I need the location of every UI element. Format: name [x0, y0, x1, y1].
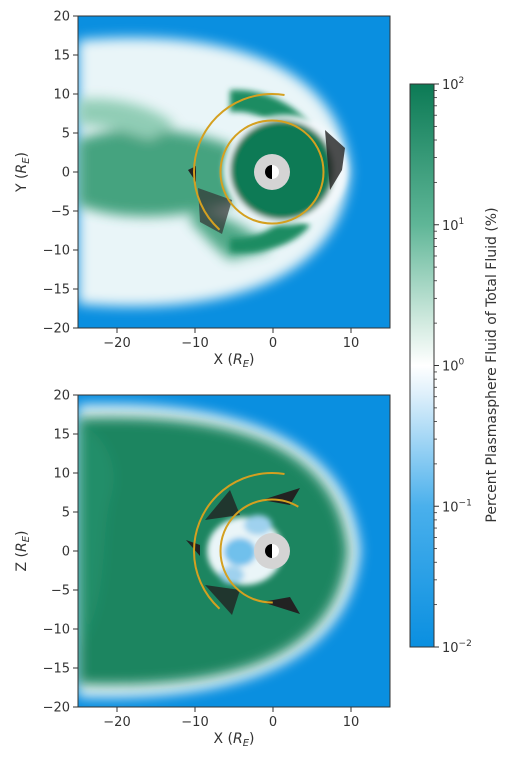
- bottom-x-axis: −20 −10 0 10: [103, 707, 359, 730]
- bottom-y-tick-label: −5: [51, 584, 70, 599]
- colorbar-tick-label: 10−1: [442, 498, 472, 515]
- bottom-y-tick-label: −20: [43, 701, 70, 716]
- colorbar-label: Percent Plasmasphere Fluid of Total Flui…: [484, 207, 500, 522]
- bottom-panel: −20 −10 0 10 −20 −15 −10 −5 0 5 10 15 20 X (RE) Z (…: [14, 389, 391, 749]
- top-orbit-circles: [193, 93, 351, 251]
- top-y-label: Y (RE): [14, 152, 32, 193]
- bottom-x-label: X (RE): [213, 731, 254, 749]
- bottom-heatmap: [78, 395, 390, 707]
- top-heatmap: [78, 16, 390, 328]
- colorbar-tick-label: 10−2: [442, 639, 472, 656]
- bottom-orbit-circles: [193, 472, 351, 630]
- colorbar: 102 101 100 10−1 10−2 Percent Plasmasphere F…: [409, 76, 500, 656]
- bottom-outer-circle: [193, 472, 351, 630]
- colorbar-tick-label: 100: [442, 358, 465, 375]
- bottom-y-axis: −20 −15 −10 −5 0 5 10 15 20: [43, 389, 78, 716]
- top-panel: −20 −10 0 10 −20 −15 −10 −5 0 5 10 15 20 X (RE) Y (…: [14, 10, 391, 370]
- bottom-x-tick-label: −10: [181, 715, 208, 730]
- colorbar-tick-label: 101: [442, 217, 464, 234]
- top-x-tick-label: −10: [181, 336, 208, 351]
- top-y-tick-label: 5: [62, 127, 70, 142]
- bottom-y-tick-label: 15: [53, 428, 70, 443]
- top-y-tick-label: −15: [43, 283, 70, 298]
- top-y-tick-label: −5: [51, 205, 70, 220]
- top-y-tick-label: 20: [53, 10, 70, 25]
- top-y-tick-label: −20: [43, 322, 70, 337]
- colorbar-tick-label: 102: [442, 76, 464, 93]
- bottom-inner-circle: [219, 498, 325, 604]
- top-x-tick-label: 10: [343, 336, 360, 351]
- bottom-x-tick-label: 0: [269, 715, 277, 730]
- bottom-x-tick-label: 10: [343, 715, 360, 730]
- top-outer-circle: [193, 93, 351, 251]
- bottom-y-tick-label: 10: [53, 467, 70, 482]
- top-x-tick-label: −20: [103, 336, 130, 351]
- bottom-x-tick-label: −20: [103, 715, 130, 730]
- colorbar-gradient: [410, 84, 434, 647]
- top-y-tick-label: 0: [62, 166, 70, 181]
- bottom-y-tick-label: 0: [62, 545, 70, 560]
- bottom-y-label: Z (RE): [14, 530, 32, 571]
- bottom-y-tick-label: −10: [43, 623, 70, 638]
- top-x-axis: −20 −10 0 10: [103, 328, 359, 351]
- top-inner-circle: [219, 119, 325, 225]
- colorbar-ticks: 102 101 100 10−1 10−2: [434, 76, 472, 656]
- top-y-axis: −20 −15 −10 −5 0 5 10 15 20: [43, 10, 78, 337]
- top-y-tick-label: 15: [53, 49, 70, 64]
- top-y-tick-label: −10: [43, 244, 70, 259]
- bottom-y-tick-label: −15: [43, 662, 70, 677]
- bottom-y-tick-label: 5: [62, 506, 70, 521]
- bottom-y-tick-label: 20: [53, 389, 70, 404]
- top-x-tick-label: 0: [269, 336, 277, 351]
- top-y-tick-label: 10: [53, 88, 70, 103]
- top-x-label: X (RE): [213, 352, 254, 370]
